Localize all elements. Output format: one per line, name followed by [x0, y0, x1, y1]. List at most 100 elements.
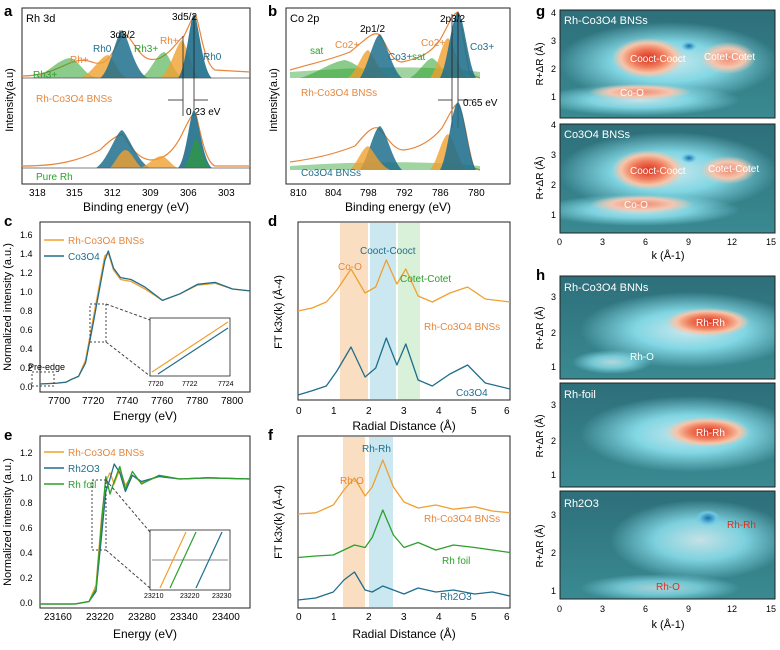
- y-axis-title: R+ΔR (Å): [533, 42, 546, 85]
- x-tick-label: 9: [686, 604, 691, 614]
- inset-tick: 7720: [148, 381, 164, 388]
- y-axis: 0.0 0.2 0.4 0.6 0.8 1.0 1.2 1.4 1.6 Norm…: [2, 230, 33, 392]
- x-axis-title: Energy (eV): [113, 627, 177, 641]
- peak-rh0-3d32-lower: [96, 130, 150, 168]
- series-line-rh-foil: [297, 509, 511, 559]
- x-tick-label: 0: [296, 406, 302, 417]
- band-rh-o: [343, 437, 365, 607]
- y-tick-label: 1.0: [20, 287, 33, 297]
- peak-label: Rh3+: [33, 70, 57, 81]
- x-tick-label: 7760: [151, 396, 174, 407]
- x-axis: 318 315 312 309 306 303 Binding energy (…: [29, 188, 235, 214]
- x-axis: 0 3 6 9 12 15 k (Å-1): [557, 604, 776, 631]
- map-title: Rh2O3: [564, 498, 599, 510]
- inset-tick: 23210: [144, 593, 164, 600]
- inset-curve-rh: [151, 321, 229, 373]
- y-axis-title: FT k3x(k) (Å-4): [272, 275, 285, 349]
- feature-label: Co-O: [620, 88, 644, 99]
- wavelet-map-3: [560, 491, 775, 599]
- panel-letter: e: [4, 427, 12, 444]
- peak-rh0-3d52-upper: [178, 14, 212, 78]
- inset-curve-co3o4: [157, 327, 229, 375]
- x-tick-label: 1: [331, 612, 337, 623]
- y-tick-label: 3: [551, 510, 556, 520]
- x-tick-label: 23220: [86, 612, 114, 623]
- x-tick-label: 2: [366, 406, 372, 417]
- x-tick-label: 1: [331, 406, 337, 417]
- panel-c: c Pre-edge 7720 7722 7724 Rh-Co3O4 BNSs …: [2, 213, 251, 423]
- wavelet-lobe: [610, 500, 775, 580]
- x-axis: 7700 7720 7740 7760 7780 7800 Energy (eV…: [48, 396, 244, 423]
- peak-label: Co3+: [388, 52, 412, 63]
- y-tick-label: 1.6: [20, 230, 33, 240]
- x-tick-label: 23340: [170, 612, 198, 623]
- peak-label: 3d3/2: [110, 30, 135, 41]
- x-tick-label: 309: [142, 188, 159, 199]
- x-tick-label: 7780: [186, 396, 209, 407]
- panel-letter: c: [4, 213, 12, 230]
- y-tick-label: 4: [551, 120, 556, 130]
- y-tick-label: 0.0: [20, 598, 33, 608]
- f-curves: [297, 459, 511, 601]
- zoom-box: [91, 479, 107, 551]
- x-tick-label: 3: [600, 604, 605, 614]
- pre-edge-label: Pre-edge: [28, 362, 65, 372]
- peak-co2plus-lower: [350, 146, 390, 170]
- y-tick-label: 1.2: [20, 448, 33, 458]
- peak-label: Rh0: [93, 44, 112, 55]
- curve-label: Rh-Co3O4 BNSs: [301, 88, 377, 99]
- panel-b: b Co 2p sat Co2+ 2p1/2 Co3+ sat Co2+ 2p3…: [268, 3, 511, 214]
- map-frame: [559, 275, 776, 380]
- y-tick-label: 1: [551, 470, 556, 480]
- x-tick-label: 306: [180, 188, 197, 199]
- x-tick-label: 5: [471, 406, 477, 417]
- x-tick-label: 0: [296, 612, 302, 623]
- legend-label: Rh2O3: [68, 464, 100, 475]
- y-axis-title: Normalized intensity (a.u.): [2, 458, 14, 586]
- x-tick-label: 7700: [48, 396, 71, 407]
- series-line-co3o4: [39, 250, 251, 385]
- feature-label: Co-O: [624, 200, 648, 211]
- hotspot-rh-rh: [666, 417, 750, 447]
- inset-curve-rh: [159, 531, 187, 589]
- peak-rh3plus-lower: [184, 138, 210, 168]
- map-title: Rh-Co3O4 BNSs: [564, 15, 648, 27]
- y-axis-title: R+ΔR (Å): [533, 414, 546, 457]
- curve-label: Rh foil: [442, 556, 470, 567]
- feature-label: Cooct-Cooct: [630, 54, 686, 65]
- panel-title: Co 2p: [290, 13, 319, 25]
- map-frame: [559, 382, 776, 488]
- x-tick-label: 315: [66, 188, 83, 199]
- peak-label: 2p1/2: [360, 24, 385, 35]
- wavelet-lobe: [580, 574, 740, 599]
- y-axis-title: Intensity(a.u): [4, 68, 16, 132]
- shift-label: 0.65 eV: [463, 98, 498, 109]
- y-tick-label: 0.6: [20, 523, 33, 533]
- zoom-connector: [105, 479, 151, 533]
- x-tick-label: 3: [401, 612, 407, 623]
- band-label: Rh-O: [340, 476, 364, 487]
- x-tick-label: 15: [766, 604, 776, 614]
- zoom-box: [89, 303, 107, 343]
- zoom-connector: [105, 303, 151, 321]
- panel-g: g Rh-Co3O4 BNSs Cooct-Cooct Cotet-Cotet …: [533, 3, 776, 262]
- peak-label: sat: [412, 52, 426, 63]
- x-tick-label: 312: [104, 188, 121, 199]
- feature-label: Rh-Rh: [727, 520, 756, 531]
- band-co-o: [340, 223, 368, 399]
- y-tick-label: 0.6: [20, 325, 33, 335]
- curve-label: Pure Rh: [36, 172, 73, 183]
- y-tick-label: 2: [551, 548, 556, 558]
- minimum-dot: [681, 153, 697, 163]
- peak-label: sat: [310, 46, 324, 57]
- x-tick-label: 23280: [128, 612, 156, 623]
- x-tick-label: 792: [396, 188, 413, 199]
- legend-label: Rh foil: [68, 480, 96, 491]
- panel-a: a Rh 3d Rh3+ Rh+ Rh0 Rh3+ Rh+ Rh0 3d3/2 …: [4, 3, 251, 214]
- inset-curve-rh2o3: [195, 531, 223, 589]
- y-tick-label: 2: [551, 180, 556, 190]
- x-tick-label: 318: [29, 188, 46, 199]
- minimum-dot: [681, 41, 697, 51]
- feature-label: Cooct-Cooct: [630, 166, 686, 177]
- peak-label: Rh0: [203, 52, 222, 63]
